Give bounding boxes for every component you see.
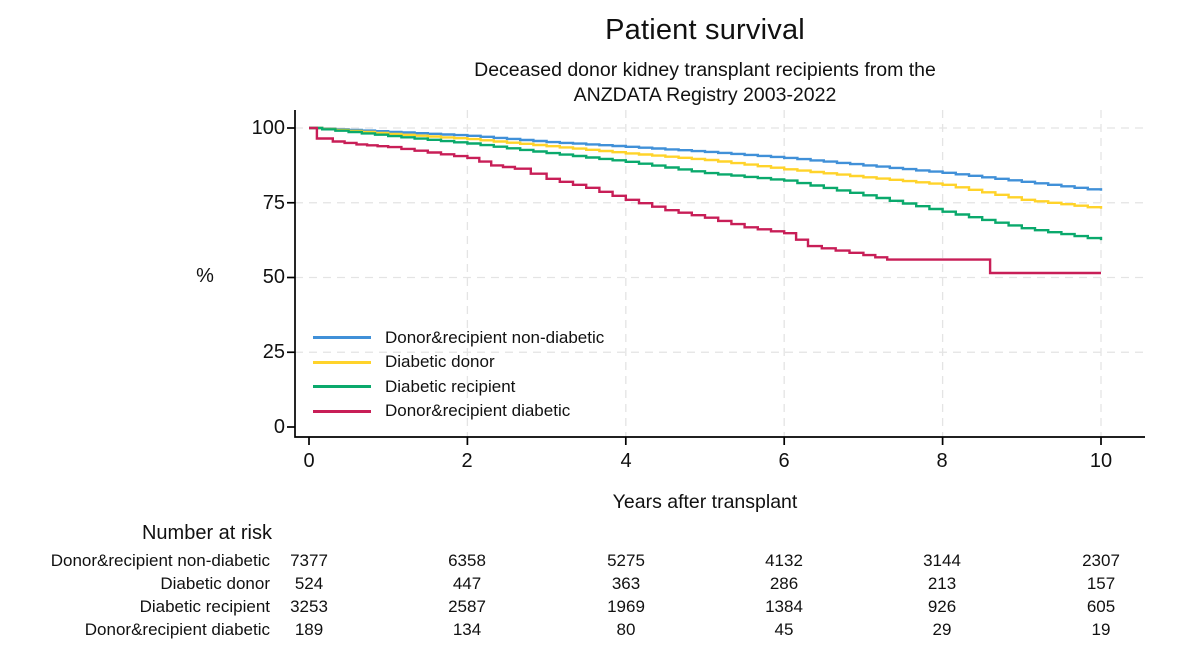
risk-cell: 157: [1086, 574, 1116, 593]
risk-cell: 926: [927, 597, 957, 616]
legend: Donor&recipient non-diabetic Diabetic do…: [313, 327, 605, 421]
chart-title: Patient survival: [605, 14, 805, 46]
risk-cell: 2307: [1082, 551, 1120, 570]
x-axis-label: Years after transplant: [612, 491, 798, 513]
legend-line-icon-yellow: [313, 360, 371, 364]
x-tick-10: 10: [1089, 450, 1113, 472]
chart-subtitle-line2: ANZDATA Registry 2003-2022: [573, 84, 837, 106]
risk-row-label: Donor&recipient diabetic: [84, 620, 270, 639]
legend-item-both-diabetic: Donor&recipient diabetic: [313, 401, 604, 421]
risk-cell: 5275: [607, 551, 645, 570]
risk-cell: 4132: [765, 551, 803, 570]
chart-subtitle: Deceased donor kidney transplant recipie…: [240, 58, 1170, 108]
risk-cell: 447: [452, 574, 482, 593]
y-tick-50: 50: [262, 266, 285, 288]
risk-cell: 363: [611, 574, 641, 593]
risk-cell: 6358: [448, 551, 486, 570]
risk-cell: 2587: [448, 597, 486, 616]
km-curve-1: [309, 126, 1103, 209]
y-tick-0: 0: [273, 416, 285, 438]
risk-row-label: Diabetic donor: [160, 574, 270, 593]
x-tick-8: 8: [936, 450, 948, 472]
km-curve-3: [309, 126, 1101, 275]
x-tick-0: 0: [303, 450, 315, 472]
legend-item-non-diabetic: Donor&recipient non-diabetic: [313, 327, 605, 347]
legend-label: Diabetic recipient: [385, 376, 516, 396]
risk-cell: 3253: [290, 597, 328, 616]
risk-cell: 213: [927, 574, 957, 593]
legend-line-icon-blue: [313, 336, 371, 340]
risk-cell: 29: [932, 620, 952, 639]
risk-cell: 189: [294, 620, 324, 639]
y-tick-75: 75: [262, 192, 285, 214]
x-tick-2: 2: [461, 450, 473, 472]
risk-cell: 286: [769, 574, 799, 593]
risk-cell: 80: [616, 620, 636, 639]
x-tick-6: 6: [778, 450, 790, 472]
legend-item-diabetic-recipient: Diabetic recipient: [313, 376, 604, 396]
risk-cell: 7377: [290, 551, 328, 570]
legend-item-diabetic-donor: Diabetic donor: [313, 352, 604, 372]
chart-subtitle-line1: Deceased donor kidney transplant recipie…: [474, 59, 936, 81]
risk-row-label: Donor&recipient non-diabetic: [50, 551, 270, 570]
risk-cell: 605: [1086, 597, 1116, 616]
legend-label: Diabetic donor: [385, 352, 495, 372]
y-tick-100: 100: [251, 117, 285, 139]
risk-table-header: Number at risk: [141, 522, 272, 544]
legend-label: Donor&recipient diabetic: [385, 401, 571, 421]
legend-label: Donor&recipient non-diabetic: [385, 327, 605, 347]
risk-cell: 1969: [607, 597, 645, 616]
risk-cell: 45: [774, 620, 794, 639]
risk-cell: 19: [1091, 620, 1111, 639]
axes: [294, 110, 1145, 438]
risk-cell: 1384: [765, 597, 803, 616]
risk-row-label: Diabetic recipient: [139, 597, 270, 616]
y-axis-label: %: [196, 265, 214, 287]
risk-cell: 3144: [923, 551, 961, 570]
km-curve-0: [309, 126, 1103, 191]
x-tick-4: 4: [620, 450, 632, 472]
y-tick-25: 25: [262, 341, 285, 363]
legend-line-icon-green: [313, 385, 371, 389]
legend-line-icon-red: [313, 409, 371, 413]
risk-cell: 524: [294, 574, 324, 593]
risk-cell: 134: [452, 620, 482, 639]
km-curve-2: [309, 126, 1103, 241]
